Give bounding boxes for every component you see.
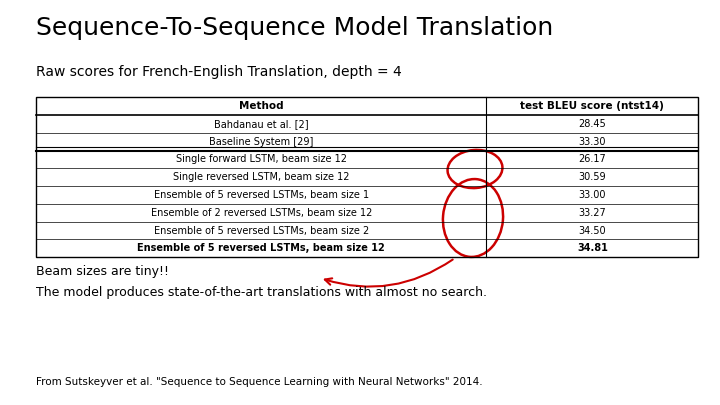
Text: Ensemble of 2 reversed LSTMs, beam size 12: Ensemble of 2 reversed LSTMs, beam size …: [150, 208, 372, 218]
Text: Bahdanau et al. [2]: Bahdanau et al. [2]: [214, 119, 309, 129]
FancyArrowPatch shape: [325, 260, 453, 287]
Text: Raw scores for French-English Translation, depth = 4: Raw scores for French-English Translatio…: [36, 65, 402, 79]
Text: 34.50: 34.50: [579, 226, 606, 236]
Text: Beam sizes are tiny!!: Beam sizes are tiny!!: [36, 265, 169, 278]
Text: Ensemble of 5 reversed LSTMs, beam size 2: Ensemble of 5 reversed LSTMs, beam size …: [153, 226, 369, 236]
Text: Baseline System [29]: Baseline System [29]: [209, 136, 313, 147]
Text: Single forward LSTM, beam size 12: Single forward LSTM, beam size 12: [176, 154, 347, 164]
Text: The model produces state-of-the-art translations with almost no search.: The model produces state-of-the-art tran…: [36, 286, 487, 298]
Text: 33.27: 33.27: [579, 208, 606, 218]
Text: From Sutskeyver et al. "Sequence to Sequence Learning with Neural Networks" 2014: From Sutskeyver et al. "Sequence to Sequ…: [36, 377, 482, 387]
Text: Ensemble of 5 reversed LSTMs, beam size 1: Ensemble of 5 reversed LSTMs, beam size …: [153, 190, 369, 200]
Text: Single reversed LSTM, beam size 12: Single reversed LSTM, beam size 12: [173, 172, 349, 182]
Text: Method: Method: [239, 101, 284, 111]
Text: 34.81: 34.81: [577, 243, 608, 253]
Text: 33.30: 33.30: [579, 136, 606, 147]
Text: 26.17: 26.17: [579, 154, 606, 164]
Text: Sequence-To-Sequence Model Translation: Sequence-To-Sequence Model Translation: [36, 16, 553, 40]
Text: 30.59: 30.59: [579, 172, 606, 182]
Text: 33.00: 33.00: [579, 190, 606, 200]
Text: Ensemble of 5 reversed LSTMs, beam size 12: Ensemble of 5 reversed LSTMs, beam size …: [138, 243, 385, 253]
Text: test BLEU score (ntst14): test BLEU score (ntst14): [521, 101, 665, 111]
Text: 28.45: 28.45: [579, 119, 606, 129]
